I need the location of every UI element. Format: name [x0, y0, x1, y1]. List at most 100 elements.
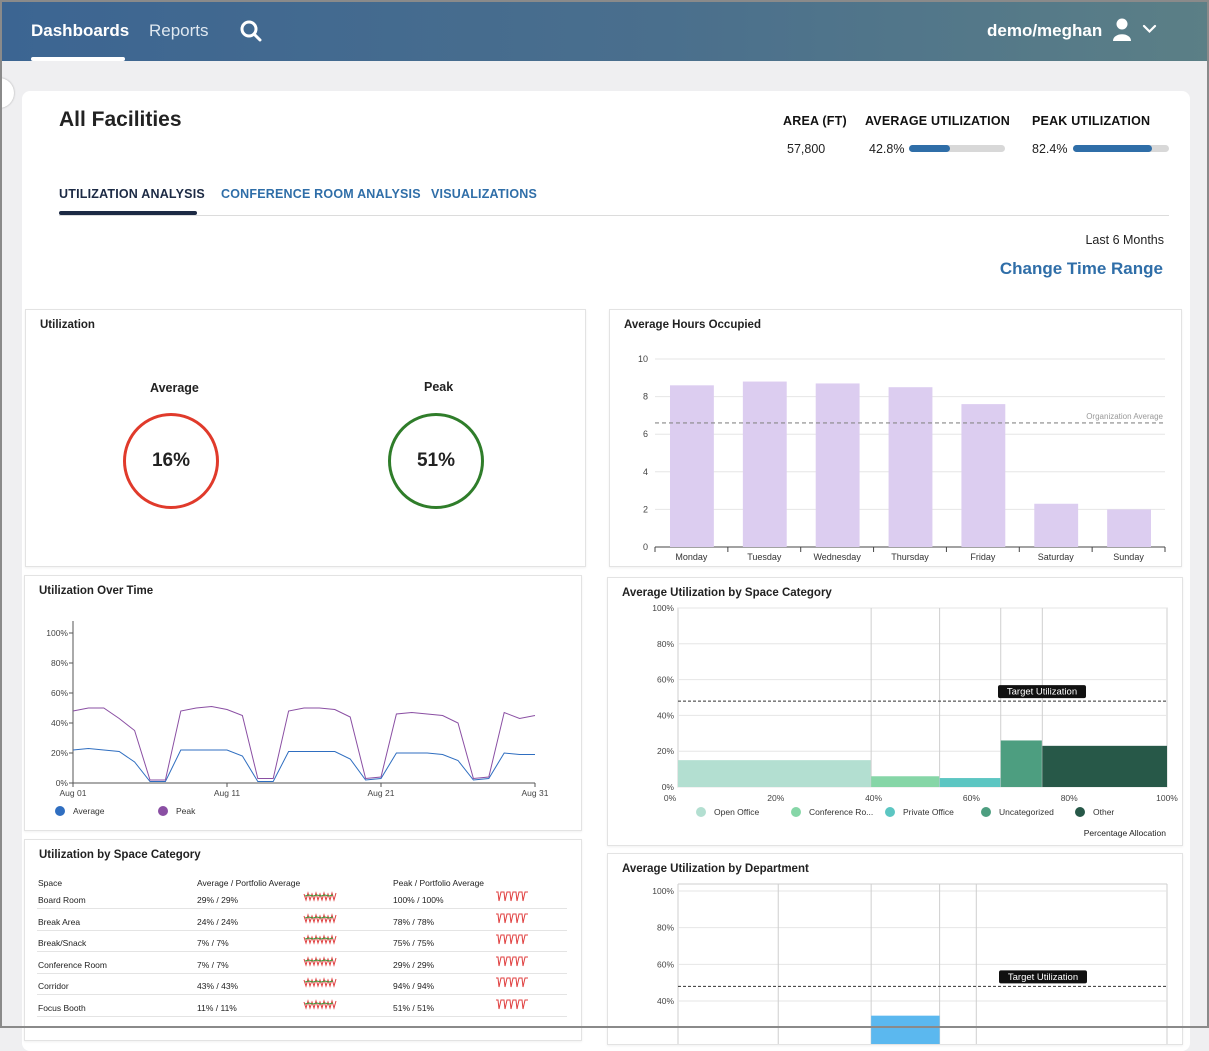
time-y-tick: 100%	[46, 628, 68, 638]
sparkline-path-red	[496, 891, 528, 902]
hours-bar	[961, 404, 1006, 547]
space-legend-label: Uncategorized	[999, 807, 1054, 817]
row-peak-value: 29% / 29%	[393, 959, 435, 970]
hours-x-tick: Thursday	[891, 552, 929, 562]
peak-utilization-label: PEAK UTILIZATION	[1032, 114, 1151, 128]
tab-conference-room-analysis[interactable]: CONFERENCE ROOM ANALYSIS	[221, 187, 421, 201]
sparkline-path-green	[304, 958, 334, 962]
page-title: All Facilities	[59, 108, 182, 131]
table-row[interactable]: Break/Snack 7% / 7% 75% / 75%	[37, 930, 567, 952]
time-y-tick: 60%	[51, 688, 68, 698]
time-series-peak-line	[72, 705, 536, 781]
search-icon[interactable]	[240, 20, 262, 42]
legend-average-swatch	[55, 806, 65, 816]
peak-gauge-label: Peak	[424, 380, 454, 394]
sparkline-path-red	[303, 977, 337, 988]
hours-bar	[1107, 509, 1151, 547]
space-category-title: Average Utilization by Space Category	[622, 587, 832, 599]
row-space-name: Board Room	[38, 895, 86, 905]
sparkline-path-green	[304, 937, 334, 940]
sparkline-path-red	[303, 955, 337, 967]
space-target-label: Target Utilization	[1007, 687, 1077, 698]
space-y-tick: 80%	[657, 639, 674, 649]
row-average-sparkline	[303, 998, 337, 1010]
utilization-card-title: Utilization	[40, 319, 95, 331]
utilization-over-time-title: Utilization Over Time	[39, 585, 154, 597]
sparkline-path-green	[304, 1001, 334, 1005]
sparkline-path-red	[303, 912, 337, 924]
hours-x-tick: Saturday	[1038, 552, 1075, 562]
change-time-range-button[interactable]: Change Time Range	[999, 259, 1163, 278]
utilization-card: Utilization Average 16% Peak 51%	[25, 309, 586, 567]
row-peak-sparkline	[496, 999, 528, 1009]
row-peak-sparkline	[496, 913, 528, 923]
legend-average-label: Average	[73, 806, 105, 816]
sparkline-path-red	[303, 998, 337, 1010]
sidebar-toggle[interactable]	[0, 78, 14, 108]
sparkline-path-red	[496, 956, 528, 966]
space-legend-swatch	[791, 807, 801, 817]
sparkline-path-red	[496, 999, 528, 1009]
hours-bar	[888, 387, 933, 547]
row-peak-sparkline	[496, 956, 528, 966]
user-icon[interactable]	[1112, 18, 1132, 42]
user-name[interactable]: demo/meghan	[987, 21, 1103, 40]
space-legend-label: Other	[1093, 807, 1114, 817]
time-x-tick: Aug 01	[60, 788, 87, 798]
row-average-value: 7% / 7%	[197, 938, 229, 948]
peak-gauge: 51%	[388, 413, 484, 509]
hours-x-tick: Sunday	[1113, 552, 1144, 562]
utilization-over-time-card: Utilization Over Time 0% 20% 40% 60% 80% 100%…	[24, 575, 582, 831]
top-nav: Dashboards Reports demo/meghan	[0, 0, 1209, 61]
space-segment-bar	[1000, 740, 1043, 787]
organization-average-label: Organization Average	[1086, 412, 1163, 421]
col-header-space: Space	[38, 878, 63, 888]
hours-bar	[815, 383, 860, 547]
space-segment-bar	[1042, 745, 1167, 787]
area-value: 57,800	[787, 142, 826, 156]
row-space-name: Break/Snack	[38, 938, 87, 948]
table-row[interactable]: Board Room 29% / 29% 100% / 100%	[37, 887, 567, 909]
time-range-label: Last 6 Months	[1085, 233, 1164, 247]
time-y-tick: 40%	[51, 718, 68, 728]
peak-utilization-bar	[1073, 145, 1169, 152]
tab-utilization-analysis[interactable]: UTILIZATION ANALYSIS	[59, 187, 205, 201]
table-row[interactable]: Corridor 43% / 43% 94% / 94%	[37, 973, 567, 995]
row-average-sparkline	[303, 891, 337, 902]
sparkline-path-red	[303, 934, 337, 945]
dept-segment-bar	[871, 1015, 940, 1044]
nav-active-indicator	[31, 57, 125, 61]
time-x-tick: Aug 11	[214, 788, 241, 798]
row-average-value: 29% / 29%	[197, 895, 239, 905]
avg-utilization-bar	[909, 145, 1005, 152]
row-average-value: 7% / 7%	[197, 959, 229, 970]
table-row[interactable]: Break Area 24% / 24% 78% / 78%	[37, 909, 567, 931]
tab-visualizations[interactable]: VISUALIZATIONS	[431, 187, 538, 201]
sparkline-path-red	[303, 891, 337, 902]
average-gauge-label: Average	[150, 381, 199, 395]
peak-gauge-value: 51%	[416, 450, 456, 471]
sparkline-path-green	[304, 894, 334, 897]
table-row[interactable]: Conference Room 7% / 7% 29% / 29%	[37, 952, 567, 974]
average-gauge: 16%	[123, 413, 219, 509]
avg-utilization-value: 42.8%	[869, 142, 905, 156]
time-x-tick: Aug 21	[368, 788, 395, 798]
space-target-label-bg	[998, 685, 1086, 699]
space-legend-swatch	[696, 807, 706, 817]
nav-reports[interactable]: Reports	[149, 21, 209, 40]
hours-x-tick: Monday	[675, 552, 708, 562]
table-row[interactable]: Focus Booth 11% / 11% 51% / 51%	[37, 995, 567, 1017]
space-y-tick: 20%	[657, 746, 674, 756]
hours-y-tick: 6	[643, 429, 648, 439]
tab-active-indicator	[59, 211, 197, 215]
space-segment-bar	[871, 776, 940, 787]
chevron-down-icon[interactable]	[1142, 24, 1157, 34]
time-y-tick: 0%	[56, 778, 69, 788]
space-x-tick: 80%	[1061, 793, 1078, 803]
hours-bar	[742, 381, 787, 547]
nav-dashboards[interactable]: Dashboards	[31, 21, 130, 40]
department-chart: 40% 60% 80% 100% Target Utilization	[652, 883, 1168, 1044]
row-peak-value: 78% / 78%	[393, 916, 435, 927]
average-gauge-value: 16%	[151, 450, 191, 471]
space-x-tick: 40%	[865, 793, 882, 803]
